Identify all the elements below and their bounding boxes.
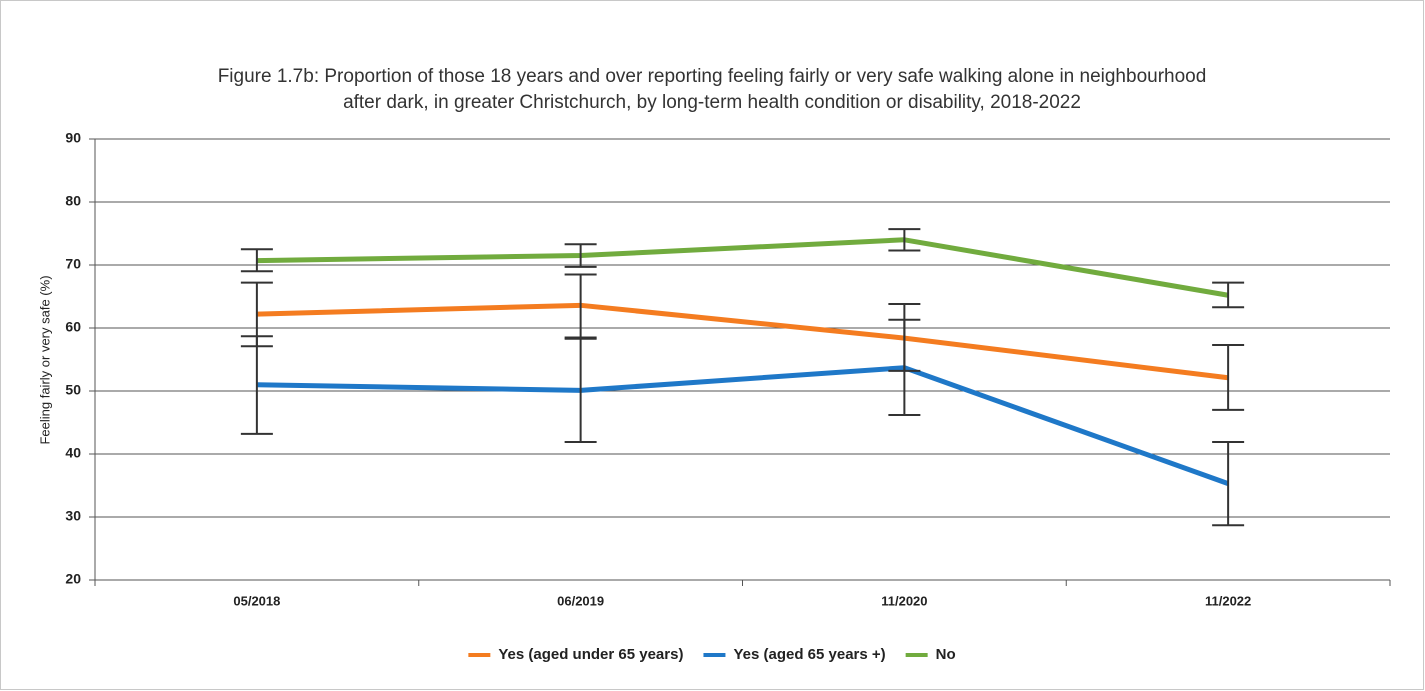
line [256,237,1229,298]
y-tick-label: 60 [65,319,81,335]
y-tick-label: 30 [65,508,81,524]
y-axis-label: Feeling fairly or very safe (%) [37,275,52,444]
error-bar [564,337,597,444]
error-bar [240,335,273,435]
y-tick-label: 50 [65,382,81,398]
error-bar [888,318,921,416]
legend-label: Yes (aged under 65 years) [498,646,683,663]
x-tick-label: 11/2022 [1205,593,1251,608]
x-tick-label: 05/2018 [233,593,280,608]
y-tick-label: 70 [65,256,81,272]
chart-title: after dark, in greater Christchurch, by … [343,92,1081,113]
error-bar [888,228,921,252]
error-bar [564,243,597,268]
error-bar [1212,441,1245,527]
y-tick-label: 40 [65,445,81,461]
error-bar [240,248,273,273]
y-tick-label: 90 [65,130,81,146]
legend-label: No [936,646,956,663]
y-tick-label: 20 [65,571,81,587]
legend-label: Yes (aged 65 years +) [733,646,885,663]
chart-title: Figure 1.7b: Proportion of those 18 year… [218,66,1207,87]
line [256,365,1229,486]
error-bar [1212,281,1245,309]
x-tick-label: 11/2020 [881,593,927,608]
y-tick-label: 80 [65,193,81,209]
error-bar [1212,344,1245,411]
line [256,302,1229,381]
error-bar [564,273,597,339]
x-tick-label: 06/2019 [557,593,604,608]
